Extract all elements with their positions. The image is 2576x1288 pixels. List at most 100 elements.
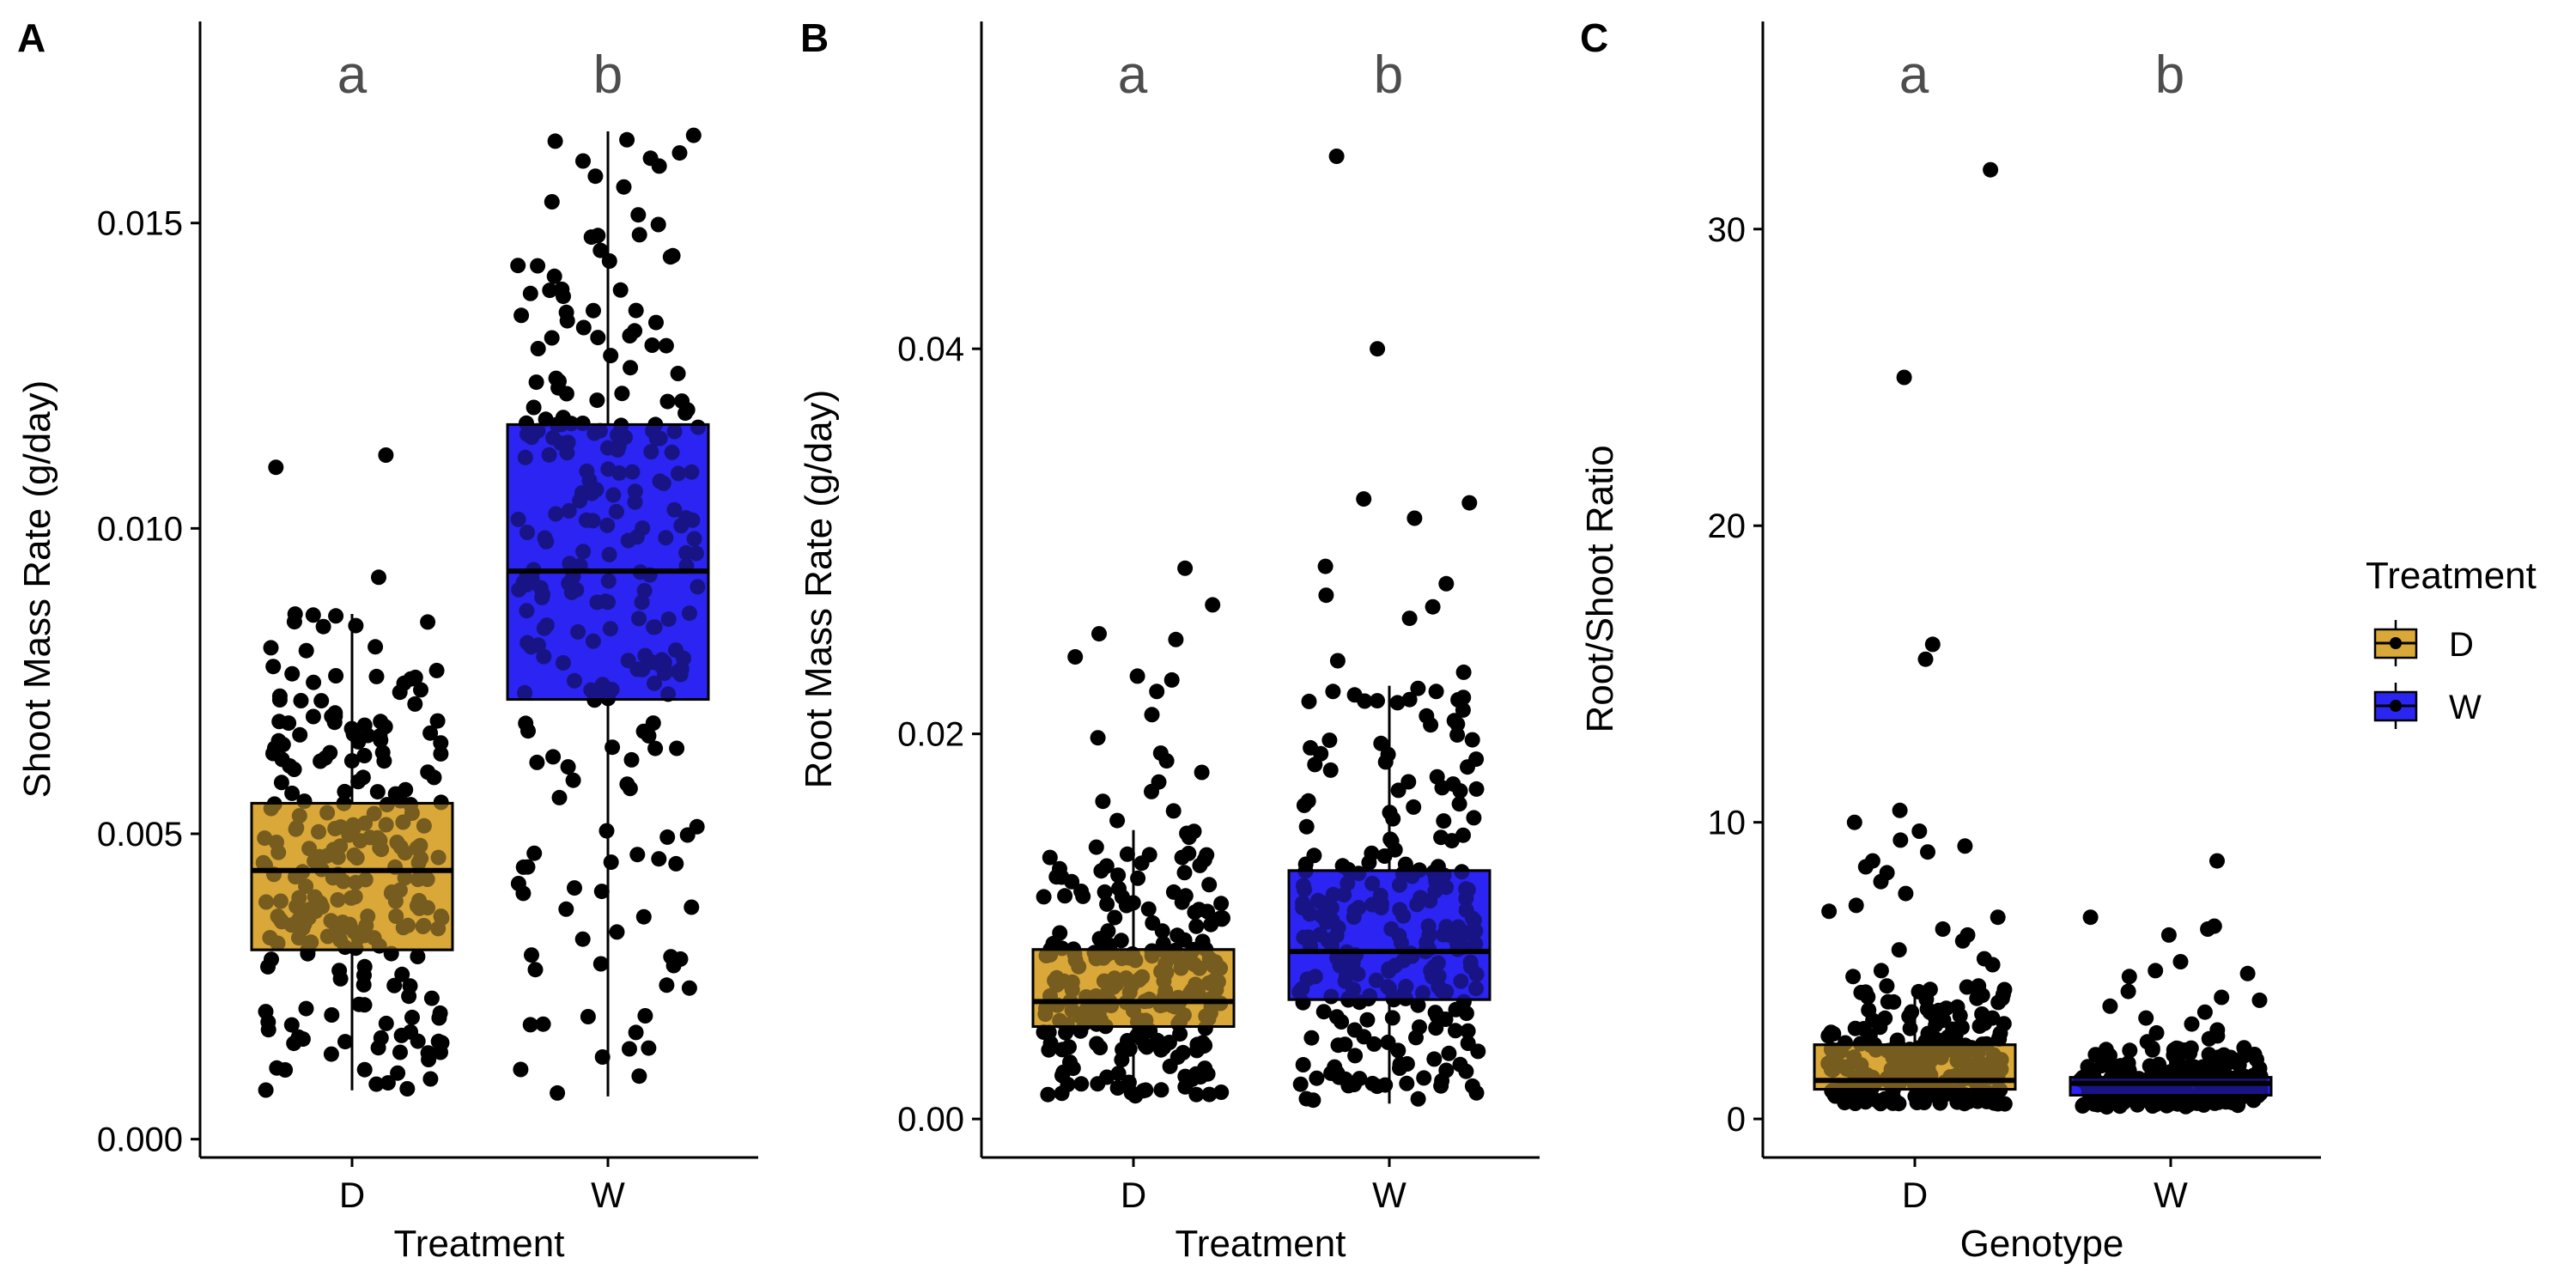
data-point (2120, 983, 2136, 999)
data-point (2201, 1030, 2217, 1047)
data-point (356, 717, 373, 733)
data-point (574, 931, 591, 947)
data-point (1119, 846, 1135, 862)
data-point (378, 1015, 394, 1031)
data-point (510, 258, 526, 274)
data-point (1458, 1005, 1474, 1022)
data-point (1141, 847, 1157, 863)
data-point (1110, 1066, 1127, 1082)
data-point (1891, 1096, 1907, 1112)
data-point (368, 668, 385, 684)
data-point (1384, 1010, 1400, 1026)
data-point (1370, 693, 1385, 709)
data-point (348, 617, 364, 634)
data-point (2138, 1010, 2154, 1026)
data-point (295, 1031, 311, 1048)
y-tick-label: 0.00 (897, 1101, 964, 1139)
panel-label-c: C (1580, 15, 1608, 60)
data-point (1880, 993, 1896, 1010)
data-point (1364, 1075, 1381, 1091)
data-point (1448, 1023, 1463, 1039)
x-tick-label-d: D (339, 1175, 365, 1215)
data-point (258, 1082, 274, 1098)
data-point (1303, 1030, 1320, 1046)
data-point (1095, 793, 1111, 810)
data-point (337, 1034, 353, 1050)
data-point (1373, 735, 1389, 751)
data-point (679, 827, 696, 843)
panel-b-ticks: 0.00 0.02 0.04 D W (897, 331, 1406, 1215)
legend-label-d: D (2449, 626, 2474, 664)
data-point (1054, 1085, 1070, 1102)
data-point (407, 696, 423, 712)
data-point (271, 688, 288, 704)
data-point (421, 1052, 437, 1067)
data-point (1996, 981, 2013, 998)
data-point (1436, 813, 1452, 829)
data-point (598, 823, 615, 839)
data-point (1174, 849, 1190, 866)
data-point (1188, 1086, 1205, 1103)
data-point (1340, 1078, 1357, 1094)
data-point (589, 392, 605, 409)
x-tick-label-d: D (1902, 1175, 1928, 1215)
box-group-d (1031, 560, 1236, 1104)
box-group-w (2069, 853, 2273, 1115)
data-point (628, 1024, 644, 1041)
data-point (2251, 992, 2268, 1008)
legend-label-w: W (2449, 689, 2482, 726)
data-point (2200, 921, 2216, 937)
data-point (554, 281, 570, 297)
data-point (587, 168, 604, 185)
data-point (1213, 896, 1230, 912)
legend-item-d: D (2373, 620, 2474, 666)
data-point (1329, 653, 1346, 669)
data-point (1295, 1057, 1311, 1072)
data-point (410, 949, 426, 964)
data-point (268, 459, 284, 476)
data-point (432, 1043, 448, 1060)
data-point (1455, 827, 1471, 843)
data-point (407, 669, 423, 685)
box-overlay (250, 801, 454, 951)
data-point (292, 726, 308, 743)
data-point (669, 740, 685, 756)
data-point (603, 348, 619, 364)
data-point (2122, 1042, 2138, 1059)
data-point (1846, 814, 1862, 830)
y-tick-label: 0 (1727, 1101, 1746, 1139)
y-tick-label: 0.02 (897, 716, 964, 754)
data-point (1144, 707, 1160, 723)
data-point (2172, 954, 2189, 969)
data-point (420, 614, 436, 630)
data-point (1188, 918, 1205, 934)
data-point (390, 1065, 406, 1081)
y-tick-label: 20 (1708, 507, 1747, 545)
data-point (1175, 1044, 1191, 1060)
data-point (1996, 1016, 2012, 1032)
data-point (1991, 1031, 2008, 1048)
data-point (422, 1071, 439, 1087)
panel-c-x-axis-title: Genotype (1960, 1223, 2124, 1265)
data-point (1158, 753, 1175, 769)
data-point (1389, 695, 1406, 711)
data-point (368, 1076, 385, 1092)
data-point (1821, 903, 1838, 920)
data-point (356, 1061, 373, 1078)
data-point (380, 1075, 396, 1091)
data-point (1064, 873, 1080, 890)
data-point (1392, 1056, 1408, 1072)
data-point (515, 859, 532, 875)
data-point (1097, 884, 1113, 900)
data-point (1356, 491, 1372, 507)
data-point (601, 253, 617, 269)
data-point (674, 393, 690, 410)
data-point (386, 977, 403, 993)
data-point (535, 1016, 551, 1032)
data-point (647, 740, 664, 756)
data-point (2210, 1049, 2227, 1066)
box-overlay (1031, 948, 1236, 1029)
data-point (1089, 1036, 1105, 1052)
data-point (298, 1000, 314, 1017)
data-point (2099, 1047, 2116, 1063)
